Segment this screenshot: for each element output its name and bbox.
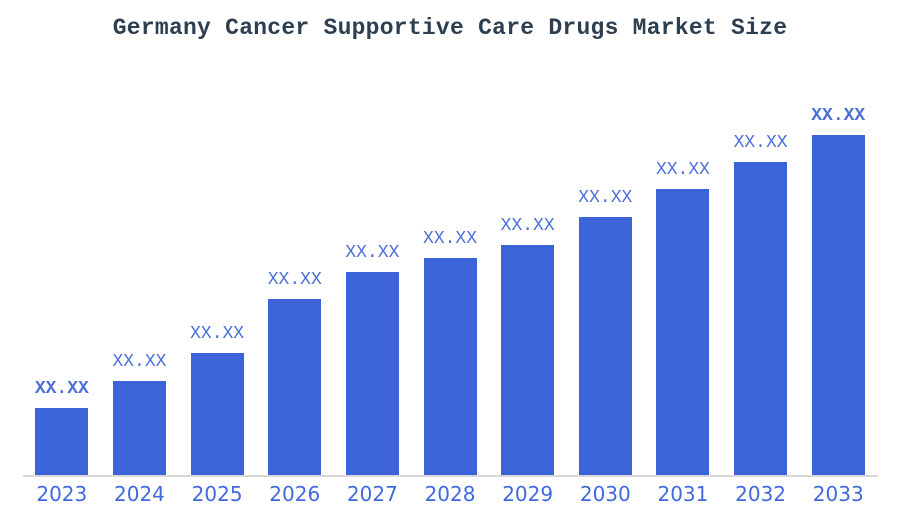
bar-column: XX.XX — [23, 380, 101, 475]
bar-column: XX.XX — [101, 353, 179, 475]
bar — [268, 299, 322, 475]
bar-value-label: XX.XX — [578, 188, 633, 208]
bar-value-label: XX.XX — [655, 160, 710, 180]
x-axis-tick-labels: 2023 2024 2025 2026 2027 2028 2029 2030 2031 2032… — [23, 482, 877, 506]
bar — [811, 135, 865, 475]
x-tick-label: 2024 — [114, 482, 165, 506]
bar — [656, 189, 710, 475]
bar-value-label: XX.XX — [267, 270, 322, 290]
x-tick-label: 2023 — [36, 482, 88, 506]
x-tick-label: 2027 — [346, 482, 398, 506]
bar-column: XX.XX — [411, 230, 489, 475]
bar-column: XX.XX — [334, 244, 412, 475]
bar — [190, 353, 244, 475]
bar — [345, 272, 399, 475]
x-tick-label: 2031 — [657, 482, 709, 506]
bar — [734, 162, 788, 475]
x-tick-label: 2032 — [735, 482, 787, 506]
bar-column: XX.XX — [489, 217, 567, 475]
bar — [423, 258, 477, 475]
bar-column: XX.XX — [566, 189, 644, 475]
bars-row: XX.XX XX.XX XX.XX XX.XX XX.XX XX.XX XX.XX XX.XX… — [23, 95, 877, 475]
x-axis-line — [23, 475, 878, 477]
x-tick-label: 2033 — [812, 482, 864, 506]
bar-value-label: XX.XX — [733, 133, 788, 153]
bar-value-label: XX.XX — [423, 229, 478, 249]
bar — [112, 381, 166, 475]
x-tick-label: 2030 — [579, 482, 631, 506]
bar — [578, 217, 632, 475]
x-tick-label: 2028 — [424, 482, 476, 506]
bar-value-label: XX.XX — [190, 324, 245, 344]
bar-column: XX.XX — [722, 134, 800, 475]
x-tick-label: 2025 — [191, 482, 243, 506]
bar-value-label: XX.XX — [811, 106, 866, 126]
bar-column: XX.XX — [256, 271, 334, 475]
bar — [501, 245, 555, 475]
x-tick-label: 2026 — [269, 482, 321, 506]
chart-title: Germany Cancer Supportive Care Drugs Mar… — [112, 15, 788, 41]
bar-column: XX.XX — [644, 161, 722, 475]
bar-value-label: XX.XX — [500, 216, 555, 236]
bar-value-label: XX.XX — [34, 379, 89, 399]
bar-column: XX.XX — [178, 325, 256, 475]
bar-value-label: XX.XX — [345, 243, 400, 263]
bar-column: XX.XX — [799, 107, 877, 475]
bar — [35, 408, 89, 475]
bar-value-label: XX.XX — [112, 352, 167, 372]
x-tick-label: 2029 — [502, 482, 554, 506]
